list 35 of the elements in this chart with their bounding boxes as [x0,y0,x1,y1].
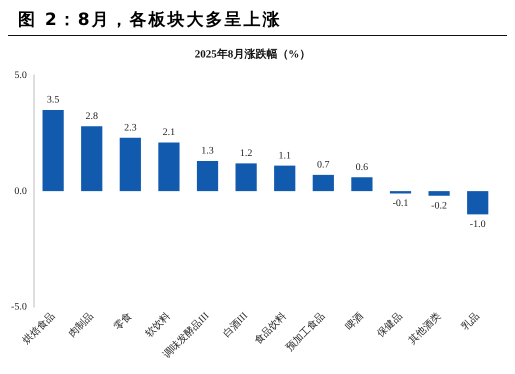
x-tick-label: 肉制品 [66,310,96,340]
x-tick-label: 乳品 [459,310,482,332]
x-tick-label: 白酒III [220,310,250,340]
data-label: 2.3 [124,122,137,134]
data-label: 0.6 [356,162,368,173]
data-label: -0.2 [431,200,448,212]
chart-subtitle: 2025年8月涨跌幅（%） [194,47,310,60]
data-label: 2.8 [85,110,98,122]
bar [351,177,373,192]
data-label: 3.5 [46,94,60,106]
bar [42,110,64,192]
data-label: 1.2 [240,148,252,159]
bar [274,166,296,192]
chart-title: 图 2：8月，各板块大多呈上涨 [8,8,507,36]
bar [428,191,450,196]
data-label: 1.1 [278,150,291,162]
bar [81,126,102,192]
bar [196,161,218,192]
bar [236,163,257,192]
x-tick-label: 啤酒 [343,310,366,332]
x-tick-label: 软饮料 [143,310,173,340]
data-label: 2.1 [162,127,176,138]
data-label: 1.3 [201,146,214,157]
data-label: -0.1 [392,198,408,210]
bar [312,174,334,192]
bar [120,138,141,192]
y-tick-label: 0.0 [14,186,27,197]
bar [158,142,180,192]
x-tick-label: 其他酒类 [406,310,444,347]
x-tick-label: 保健品 [375,310,404,340]
y-tick-label: 5.0 [14,70,27,81]
x-tick-label: 零食 [112,310,134,332]
bar [467,191,488,214]
data-label: -1.0 [470,218,486,230]
data-label: 0.7 [317,160,330,171]
